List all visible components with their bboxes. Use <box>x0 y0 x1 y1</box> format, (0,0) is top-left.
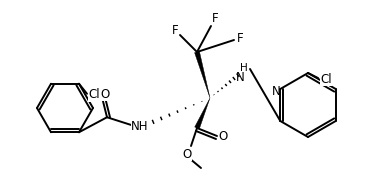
Text: Cl: Cl <box>88 88 100 101</box>
Polygon shape <box>195 98 210 129</box>
Text: NH: NH <box>131 120 149 133</box>
Text: Cl: Cl <box>320 73 332 86</box>
Polygon shape <box>194 51 210 98</box>
Text: H: H <box>240 63 248 73</box>
Text: O: O <box>100 88 110 101</box>
Text: F: F <box>212 12 218 25</box>
Text: F: F <box>237 31 243 44</box>
Text: F: F <box>172 23 178 36</box>
Text: N: N <box>236 70 244 84</box>
Text: N: N <box>272 84 281 97</box>
Text: O: O <box>219 131 228 144</box>
Text: O: O <box>182 147 192 161</box>
